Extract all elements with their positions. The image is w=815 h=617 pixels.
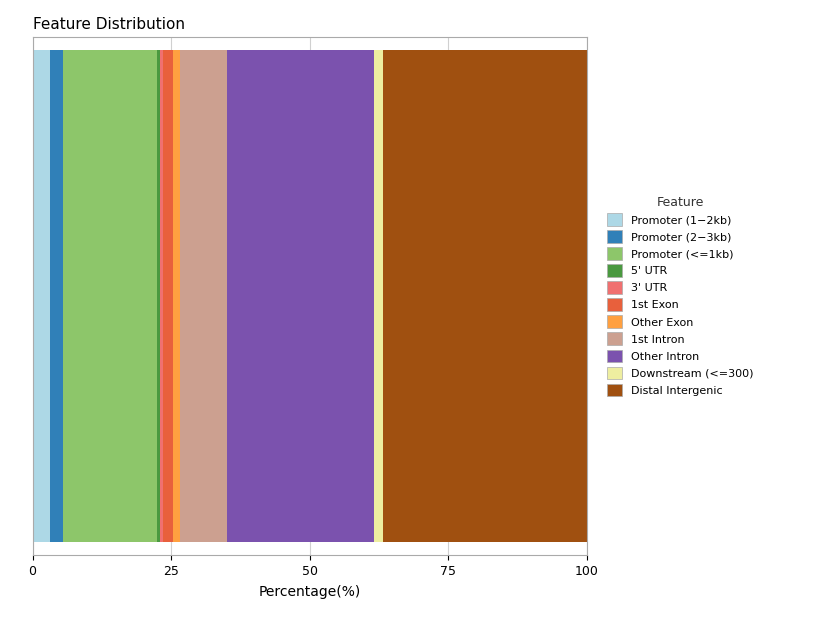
Bar [63,50,157,542]
Bar [174,50,180,542]
Bar [374,50,383,542]
Bar [227,50,374,542]
Bar [180,50,227,542]
Bar [383,50,587,542]
Legend: Promoter (1−2kb), Promoter (2−3kb), Promoter (<=1kb), 5' UTR, 3' UTR, 1st Exon, : Promoter (1−2kb), Promoter (2−3kb), Prom… [603,193,757,400]
Text: Feature Distribution: Feature Distribution [33,17,185,31]
Bar [51,50,63,542]
Bar [163,50,174,542]
Bar [160,50,163,542]
Bar [157,50,160,542]
Bar [33,50,51,542]
X-axis label: Percentage(%): Percentage(%) [258,585,361,599]
